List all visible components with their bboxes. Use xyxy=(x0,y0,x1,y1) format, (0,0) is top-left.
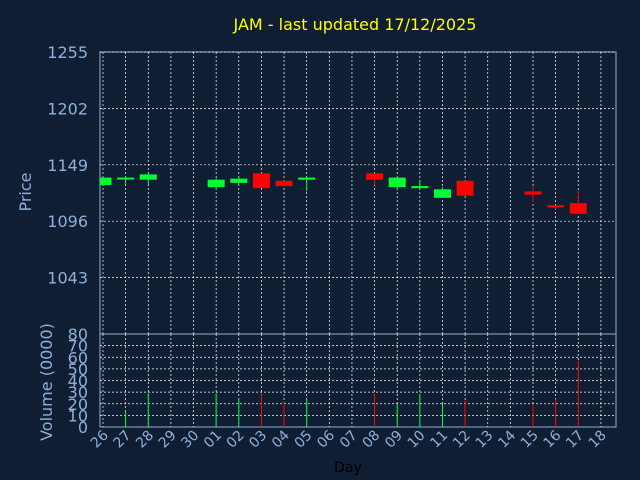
candle-body xyxy=(275,180,293,187)
candle-body xyxy=(207,179,225,188)
candle-body xyxy=(298,177,316,180)
volume-tick-label: 80 xyxy=(68,325,88,344)
day-tick-label: 26 xyxy=(88,427,112,451)
day-tick-label: 18 xyxy=(586,428,610,452)
candle-body xyxy=(139,174,157,180)
day-tick-label: 17 xyxy=(563,428,587,452)
day-tick-label: 15 xyxy=(518,428,542,452)
day-tick-label: 29 xyxy=(156,428,180,452)
day-tick-label: 08 xyxy=(359,428,383,452)
day-tick-label: 06 xyxy=(314,427,338,451)
candle-body xyxy=(366,173,384,180)
volume-tick-label: 10 xyxy=(68,406,88,425)
day-tick-label: 01 xyxy=(201,428,225,452)
candle-body xyxy=(411,186,429,189)
price-tick-label: 1255 xyxy=(47,43,88,62)
day-tick-label: 07 xyxy=(337,428,361,452)
volume-tick-label: 50 xyxy=(68,360,88,379)
price-tick-label: 1202 xyxy=(47,99,88,118)
day-tick-label: 13 xyxy=(473,428,497,452)
candle-body xyxy=(547,205,565,208)
candle-body xyxy=(524,191,542,195)
candle-body xyxy=(456,180,474,196)
x-axis-label: Day xyxy=(334,460,362,476)
day-tick-label: 14 xyxy=(495,427,519,451)
candle-body xyxy=(569,203,587,214)
volume-tick-label: 20 xyxy=(68,395,88,414)
day-tick-label: 02 xyxy=(224,428,248,452)
day-tick-label: 10 xyxy=(405,428,429,452)
day-tick-label: 04 xyxy=(269,427,293,451)
price-tick-label: 1149 xyxy=(47,156,88,175)
candle-body xyxy=(252,173,270,189)
day-tick-label: 05 xyxy=(292,428,316,452)
volume-tick-label: 40 xyxy=(68,372,88,391)
volume-tick-label: 30 xyxy=(68,383,88,402)
candle-body xyxy=(117,177,135,180)
volume-axis-label: Volume (0000) xyxy=(37,323,56,441)
volume-tick-label: 60 xyxy=(68,348,88,367)
volume-tick-label: 0 xyxy=(78,418,88,437)
day-tick-label: 28 xyxy=(133,428,157,452)
price-tick-label: 1096 xyxy=(47,212,88,231)
chart-title: JAM - last updated 17/12/2025 xyxy=(233,15,477,34)
day-tick-label: 12 xyxy=(450,428,474,452)
candle-body xyxy=(433,189,451,198)
price-axis-label: Price xyxy=(16,172,35,211)
day-tick-label: 30 xyxy=(178,428,202,452)
day-tick-label: 16 xyxy=(541,427,565,451)
day-tick-label: 11 xyxy=(427,428,451,452)
price-tick-labels: 1255 1202 1149 1096 1043 xyxy=(47,43,88,288)
candle-body xyxy=(100,177,112,186)
candle-body xyxy=(230,178,248,183)
volume-tick-label: 70 xyxy=(68,337,88,356)
day-tick-label: 09 xyxy=(382,428,406,452)
day-tick-label: 27 xyxy=(111,428,135,452)
price-panel xyxy=(99,51,617,335)
volume-panel xyxy=(99,333,617,428)
price-tick-label: 1043 xyxy=(47,269,88,288)
day-tick-label: 03 xyxy=(246,428,270,452)
day-tick-labels: 2627282930010203040506070809101112131415… xyxy=(88,427,610,451)
candle-body xyxy=(388,177,406,188)
